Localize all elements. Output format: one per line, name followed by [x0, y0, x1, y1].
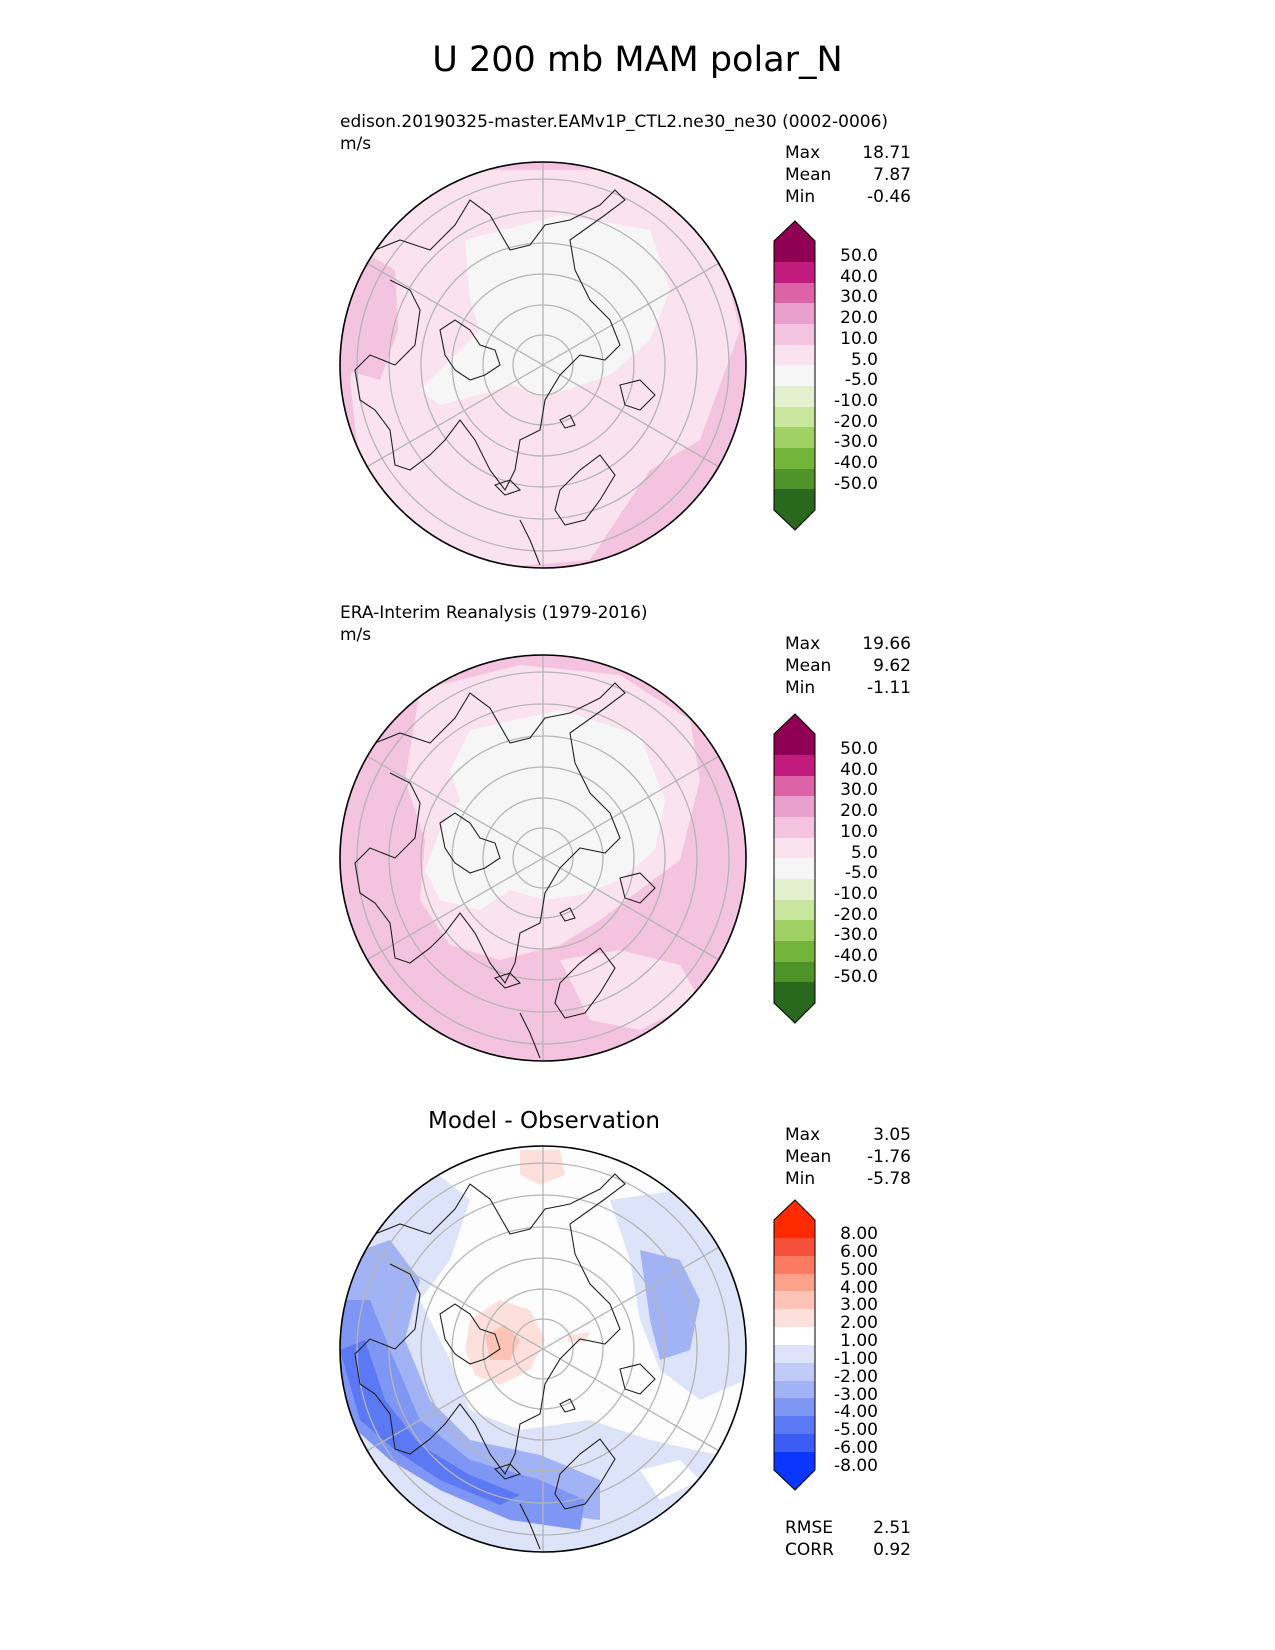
diff-stats: Max 3.05 Mean -1.76 Min -5.78	[785, 1124, 911, 1190]
colorbar-tick: -50.0	[834, 473, 878, 494]
colorbar-tick: 50.0	[840, 739, 878, 759]
colorbar-tick: 50.0	[840, 246, 878, 266]
colorbar-tick: -20.0	[834, 904, 878, 925]
test-max-value: 18.71	[862, 143, 911, 163]
test-graticule	[356, 162, 730, 568]
ref-mean-label: Mean	[785, 656, 832, 676]
ref-mean-value: 9.62	[873, 656, 911, 676]
colorbar-tick: -30.0	[834, 432, 878, 453]
colorbar-tick: -6.00	[834, 1438, 878, 1459]
colorbar-tick: -50.0	[834, 966, 878, 987]
ref-contours	[340, 655, 746, 1061]
diff-panel-title: Model - Observation	[427, 1108, 661, 1134]
colorbar-tick: 10.0	[840, 328, 878, 349]
ref-colorbar-ticks: 50.0 40.0 30.0 20.0 10.0 5.0 -5.0 -10.0 …	[830, 739, 878, 987]
diff-colorbar-ticks: 8.00 6.00 5.00 4.00 3.00 2.00 1.00 -1.00…	[830, 1224, 878, 1476]
diff-mean-value: -1.76	[867, 1147, 911, 1167]
colorbar-tick: 40.0	[840, 266, 878, 287]
colorbar-tick: 3.00	[840, 1295, 878, 1316]
test-panel-units: m/s	[340, 134, 372, 154]
colorbar-tick: -1.00	[834, 1348, 878, 1369]
diff-metrics: RMSE 2.51 CORR 0.92	[785, 1517, 911, 1561]
ref-coastlines	[354, 682, 656, 1059]
diff-coastlines	[354, 1173, 656, 1550]
colorbar-tick: 10.0	[840, 821, 878, 842]
diff-mean-label: Mean	[785, 1147, 832, 1167]
ref-max-value: 19.66	[862, 634, 911, 654]
ref-map	[339, 654, 747, 1062]
colorbar-tick: 5.00	[840, 1259, 878, 1280]
test-stats: Max 18.71 Mean 7.87 Min -0.46	[785, 142, 911, 208]
colorbar-tick: 30.0	[840, 287, 878, 308]
colorbar-tick: 4.00	[840, 1277, 878, 1298]
colorbar-tick: -40.0	[834, 946, 878, 967]
colorbar-tick: -30.0	[834, 925, 878, 946]
ref-max-label: Max	[785, 634, 821, 654]
colorbar-tick: -5.0	[844, 863, 878, 884]
test-mean-label: Mean	[785, 165, 832, 185]
ref-colorbar	[773, 713, 816, 1024]
diff-contours	[340, 1146, 746, 1552]
rmse-label: RMSE	[785, 1518, 834, 1538]
colorbar-tick: -3.00	[834, 1384, 878, 1405]
colorbar-tick: 6.00	[840, 1241, 878, 1262]
ref-min-label: Min	[785, 678, 816, 698]
colorbar-tick: -10.0	[834, 390, 878, 411]
colorbar-tick: -2.00	[834, 1366, 878, 1387]
colorbar-tick: 1.00	[840, 1331, 878, 1352]
colorbar-tick: 30.0	[840, 780, 878, 801]
diff-min-value: -5.78	[867, 1169, 911, 1189]
corr-label: CORR	[785, 1540, 834, 1560]
diff-colorbar	[773, 1199, 816, 1491]
colorbar-tick: -10.0	[834, 883, 878, 904]
test-colorbar	[773, 220, 816, 531]
diff-max-value: 3.05	[873, 1125, 911, 1145]
diff-min-label: Min	[785, 1169, 816, 1189]
colorbar-tick: -40.0	[834, 453, 878, 474]
rmse-value: 2.51	[873, 1518, 911, 1538]
colorbar-tick: 5.0	[850, 842, 878, 863]
colorbar-tick: -8.00	[834, 1455, 878, 1476]
ref-stats: Max 19.66 Mean 9.62 Min -1.11	[785, 633, 911, 699]
test-min-label: Min	[785, 187, 816, 207]
colorbar-tick: -5.0	[844, 370, 878, 391]
ref-panel-units: m/s	[340, 625, 372, 645]
colorbar-tick: 5.0	[850, 349, 878, 370]
diff-graticule	[356, 1146, 730, 1552]
colorbar-tick: 8.00	[840, 1224, 878, 1244]
ref-panel-title: ERA-Interim Reanalysis (1979-2016)	[340, 603, 648, 623]
colorbar-tick: -20.0	[834, 411, 878, 432]
colorbar-tick: -4.00	[834, 1402, 878, 1423]
test-colorbar-ticks: 50.0 40.0 30.0 20.0 10.0 5.0 -5.0 -10.0 …	[830, 246, 878, 494]
test-map	[339, 161, 747, 569]
test-max-label: Max	[785, 143, 821, 163]
colorbar-tick: 20.0	[840, 801, 878, 822]
colorbar-tick: 20.0	[840, 308, 878, 329]
test-min-value: -0.46	[867, 187, 911, 207]
colorbar-tick: -5.00	[834, 1420, 878, 1441]
colorbar-tick: 2.00	[840, 1313, 878, 1334]
ref-min-value: -1.11	[867, 678, 911, 698]
figure-title: U 200 mb MAM polar_N	[432, 40, 843, 80]
colorbar-tick: 40.0	[840, 759, 878, 780]
diff-map	[339, 1145, 747, 1553]
corr-value: 0.92	[873, 1540, 911, 1560]
diff-max-label: Max	[785, 1125, 821, 1145]
test-mean-value: 7.87	[873, 165, 911, 185]
test-panel-title: edison.20190325-master.EAMv1P_CTL2.ne30_…	[340, 112, 889, 132]
test-coastlines	[354, 189, 656, 566]
